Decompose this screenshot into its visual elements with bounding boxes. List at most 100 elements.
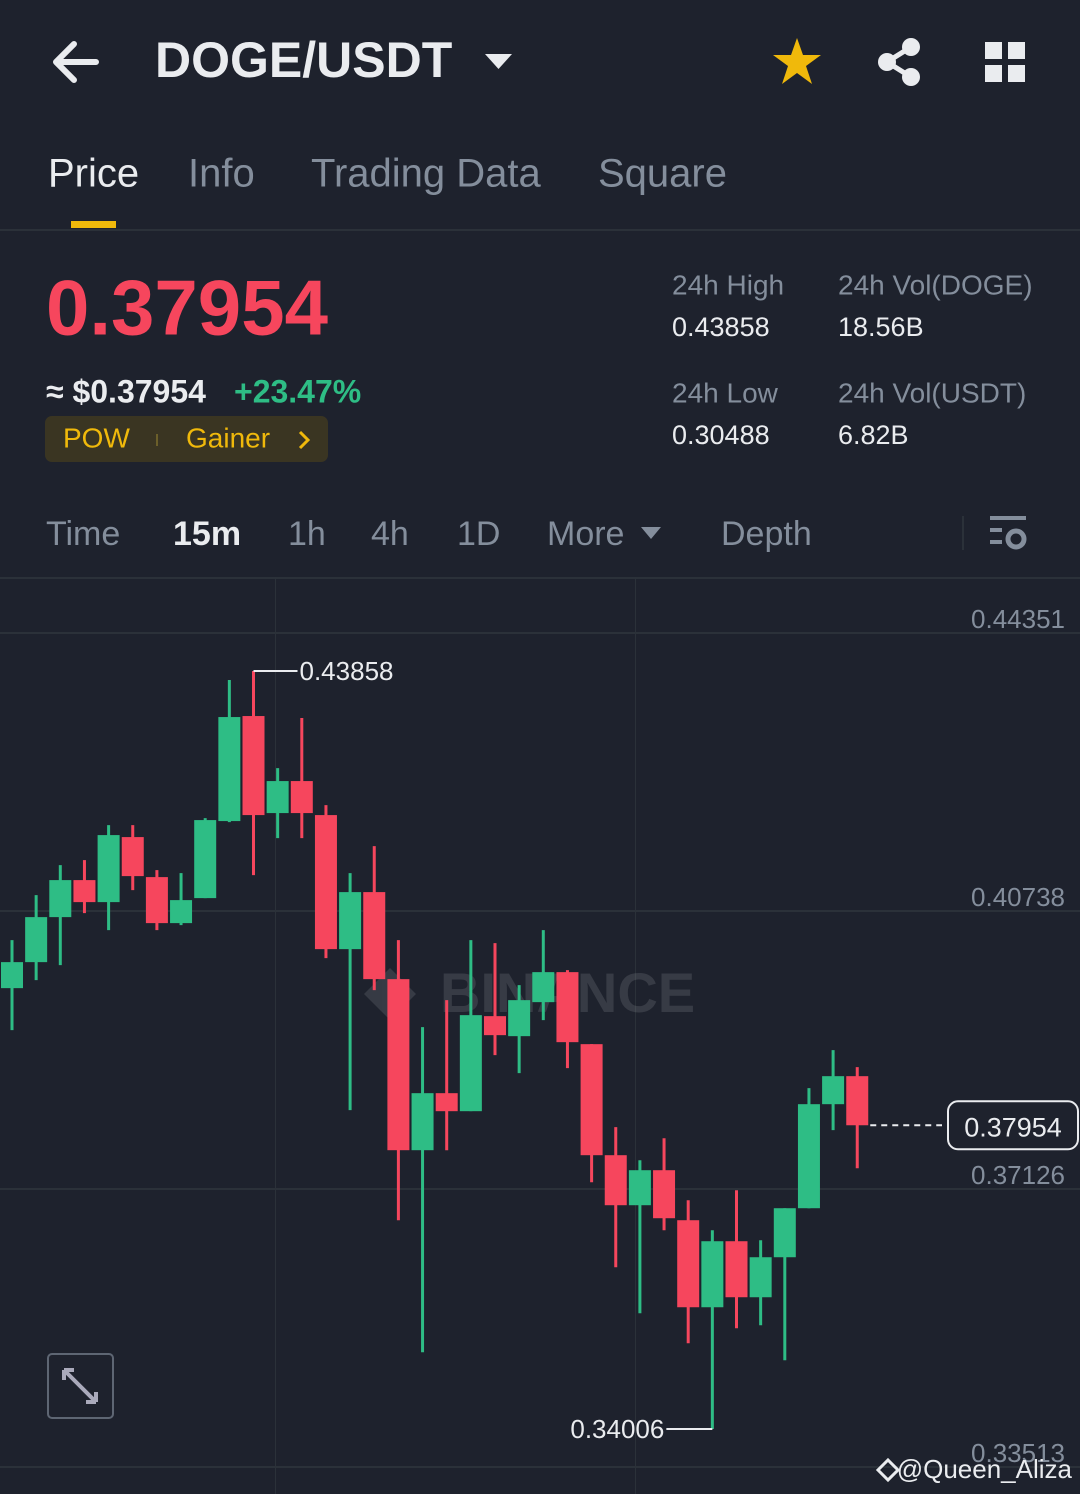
more-dropdown bbox=[641, 527, 661, 539]
high-annotation: 0.43858 bbox=[300, 656, 394, 686]
candle-body bbox=[604, 1155, 627, 1206]
candle-body bbox=[484, 1016, 506, 1036]
separator bbox=[962, 516, 964, 550]
candle-body bbox=[435, 1093, 458, 1112]
grid-cell bbox=[985, 42, 1002, 59]
divider bbox=[0, 229, 1080, 231]
stat-value: 0.43858 bbox=[672, 312, 770, 342]
settings-bar bbox=[990, 528, 1002, 532]
back-button[interactable] bbox=[53, 41, 99, 83]
settings-gear bbox=[1005, 528, 1027, 550]
interval[interactable]: Depth bbox=[721, 515, 812, 553]
v-grid-line bbox=[275, 579, 276, 1494]
tab[interactable]: Square bbox=[598, 152, 727, 196]
tab-indicator bbox=[71, 221, 116, 228]
candle-body bbox=[508, 1000, 531, 1037]
y-tick-label: 0.37126 bbox=[971, 1160, 1065, 1190]
tab[interactable]: Price bbox=[48, 152, 139, 196]
pair-dropdown[interactable] bbox=[485, 54, 512, 69]
favorite-star[interactable] bbox=[773, 38, 821, 84]
y-tick-label: 0.40738 bbox=[971, 882, 1065, 912]
grid-cell bbox=[1008, 65, 1025, 82]
last-price: 0.37954 bbox=[46, 264, 328, 352]
candle-body bbox=[1, 962, 23, 989]
stat-label: 24h Vol(USDT) bbox=[838, 377, 1026, 408]
candle-body bbox=[773, 1208, 796, 1258]
stat-value: 6.82B bbox=[838, 420, 909, 450]
v-grid-line bbox=[635, 579, 636, 1494]
interval[interactable]: Time bbox=[46, 515, 120, 553]
candle-body bbox=[218, 717, 241, 822]
settings-bar bbox=[990, 540, 1002, 544]
candle-body bbox=[677, 1220, 700, 1308]
tag: Gainer bbox=[186, 422, 270, 453]
interval[interactable]: 4h bbox=[371, 515, 409, 553]
candle-body bbox=[97, 835, 120, 903]
last-price-label: 0.37954 bbox=[964, 1112, 1062, 1142]
tag-chevron bbox=[298, 430, 311, 450]
tab[interactable]: Info bbox=[188, 152, 255, 196]
back-icon bbox=[53, 41, 99, 83]
layout-button[interactable] bbox=[985, 42, 1025, 82]
candle-body bbox=[653, 1170, 676, 1219]
candle-body bbox=[242, 716, 265, 816]
tab[interactable]: Trading Data bbox=[311, 152, 542, 196]
stat-label: 24h Low bbox=[672, 377, 779, 408]
candle-body bbox=[170, 900, 193, 924]
price-change: +23.47% bbox=[234, 373, 361, 409]
y-tick-label: 0.33513 bbox=[971, 1438, 1065, 1468]
interval[interactable]: 1h bbox=[288, 515, 326, 553]
grid-cell bbox=[1008, 42, 1025, 59]
candle-body bbox=[846, 1076, 869, 1126]
candle-body bbox=[387, 979, 410, 1151]
candle-body bbox=[532, 972, 555, 1003]
candle-body bbox=[580, 1044, 603, 1156]
candle-body bbox=[797, 1104, 820, 1209]
candle-body bbox=[701, 1241, 724, 1308]
candle-body bbox=[749, 1257, 772, 1298]
settings-bar bbox=[990, 516, 1026, 520]
candle-body bbox=[145, 877, 168, 924]
candle-body bbox=[121, 837, 144, 877]
candle-body bbox=[725, 1241, 748, 1298]
candle-body bbox=[49, 880, 72, 918]
candle-body bbox=[459, 1015, 482, 1112]
candle-body bbox=[822, 1076, 845, 1105]
share-lines bbox=[882, 44, 913, 80]
expand-icon bbox=[62, 1368, 98, 1404]
tag-box[interactable] bbox=[45, 416, 328, 462]
candle-body bbox=[363, 892, 386, 980]
credit-logo bbox=[875, 1457, 901, 1483]
chart-settings[interactable] bbox=[990, 516, 1027, 550]
candle-body bbox=[556, 972, 579, 1043]
interval[interactable]: More bbox=[547, 515, 624, 553]
candle-body bbox=[411, 1093, 434, 1151]
pair-title[interactable]: DOGE/USDT bbox=[155, 32, 452, 88]
credit: @Queen_Aliza bbox=[897, 1454, 1073, 1484]
expand-button[interactable] bbox=[47, 1353, 114, 1419]
candle-body bbox=[266, 781, 289, 814]
candle-body bbox=[25, 917, 48, 963]
stat-value: 0.30488 bbox=[672, 420, 770, 450]
interval[interactable]: 15m bbox=[173, 515, 241, 553]
y-tick-label: 0.44351 bbox=[971, 604, 1065, 634]
candle-body bbox=[290, 781, 313, 814]
candle-body bbox=[73, 880, 96, 903]
candle-body bbox=[194, 820, 217, 899]
stat-label: 24h Vol(DOGE) bbox=[838, 269, 1033, 300]
stat-label: 24h High bbox=[672, 269, 784, 300]
interval[interactable]: 1D bbox=[457, 515, 500, 553]
candle-body bbox=[314, 815, 337, 950]
candle-body bbox=[628, 1170, 651, 1206]
low-annotation: 0.34006 bbox=[570, 1414, 664, 1444]
candle-body bbox=[339, 892, 362, 950]
usd-price: ≈ $0.37954 bbox=[46, 373, 206, 409]
grid-cell bbox=[985, 65, 1002, 82]
plot: 0.44351 0.40738 0.37126 0.33513 0.43858 0.340… bbox=[0, 604, 1080, 1468]
share-button[interactable] bbox=[878, 38, 920, 86]
last-price-box bbox=[947, 1100, 1079, 1151]
divider bbox=[0, 577, 1080, 579]
